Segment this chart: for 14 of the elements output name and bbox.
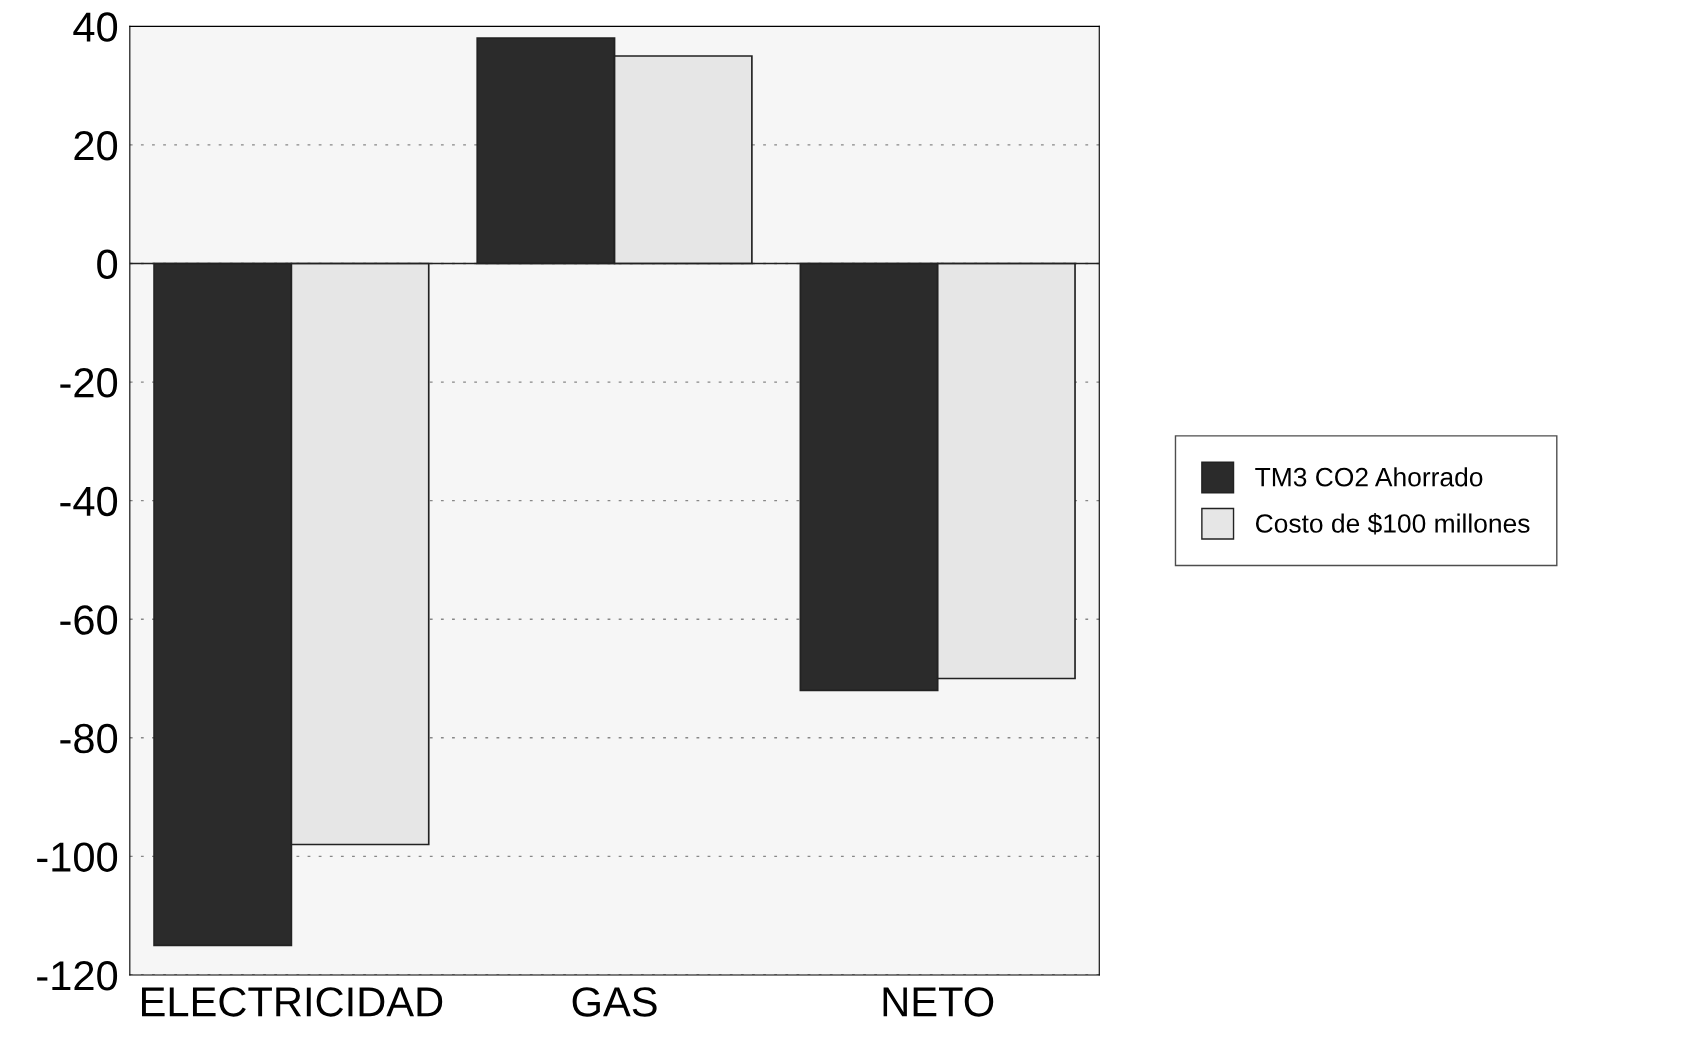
legend-label: Costo de $100 millones bbox=[1255, 513, 1530, 535]
y-tick-label: -80 bbox=[60, 723, 118, 754]
y-tick-label: -100 bbox=[37, 842, 118, 872]
y-tick-label: 40 bbox=[73, 12, 118, 42]
legend-label: TM3 CO2 Ahorrado bbox=[1255, 467, 1483, 487]
y-tick-label: -60 bbox=[60, 605, 118, 635]
x-tick-label: ELECTRICIDAD bbox=[142, 987, 443, 1017]
x-tick-label: NETO bbox=[883, 987, 994, 1017]
x-tick-label: GAS bbox=[572, 987, 657, 1017]
y-tick-label: 0 bbox=[97, 249, 118, 280]
y-tick-label: -40 bbox=[60, 486, 118, 517]
y-tick-label: 20 bbox=[74, 130, 118, 161]
y-tick-label: -20 bbox=[60, 368, 118, 398]
y-tick-label: -120 bbox=[37, 960, 118, 991]
